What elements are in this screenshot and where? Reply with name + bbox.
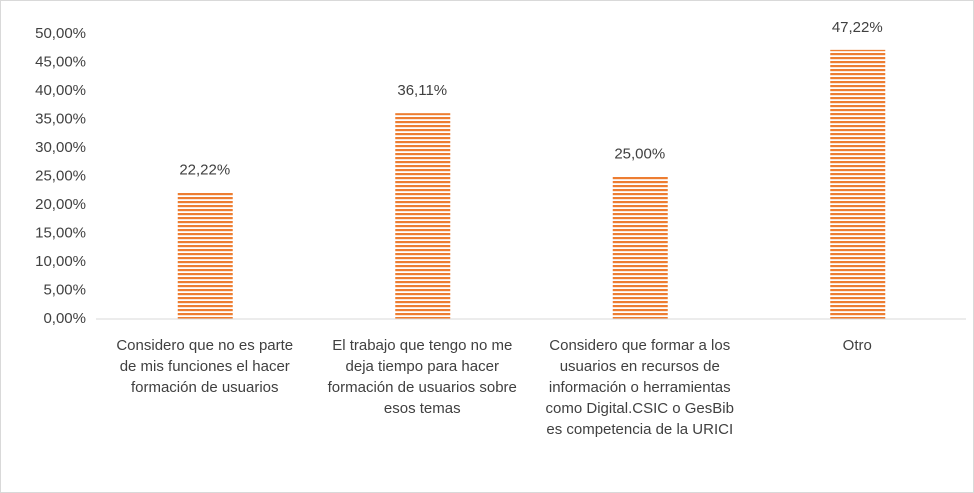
y-tick-label: 5,00% [43, 281, 86, 298]
data-label: 36,11% [397, 82, 447, 99]
y-tick-label: 15,00% [35, 224, 86, 241]
y-tick-label: 0,00% [43, 310, 86, 327]
x-tick-label: Considero que no es parte de mis funcion… [116, 337, 294, 396]
data-label: 47,22% [832, 19, 883, 36]
y-tick-label: 40,00% [35, 82, 86, 99]
y-tick-label: 25,00% [35, 167, 86, 184]
x-tick-label: Otro [842, 337, 872, 354]
bar [830, 49, 886, 319]
y-tick-label: 30,00% [35, 139, 86, 156]
y-tick-label: 35,00% [35, 110, 86, 127]
data-label: 25,00% [614, 145, 665, 162]
y-tick-label: 20,00% [35, 196, 86, 213]
y-tick-label: 10,00% [35, 253, 86, 270]
y-tick-label: 45,00% [35, 53, 86, 70]
data-label: 22,22% [179, 161, 230, 178]
y-tick-label: 50,00% [35, 25, 86, 42]
bar [612, 176, 668, 319]
x-tick-label: Considero que formar a los usuarios en r… [545, 337, 734, 438]
x-tick-label: El trabajo que tengo no me deja tiempo p… [327, 337, 517, 417]
bar [395, 113, 451, 319]
bar [177, 192, 233, 319]
